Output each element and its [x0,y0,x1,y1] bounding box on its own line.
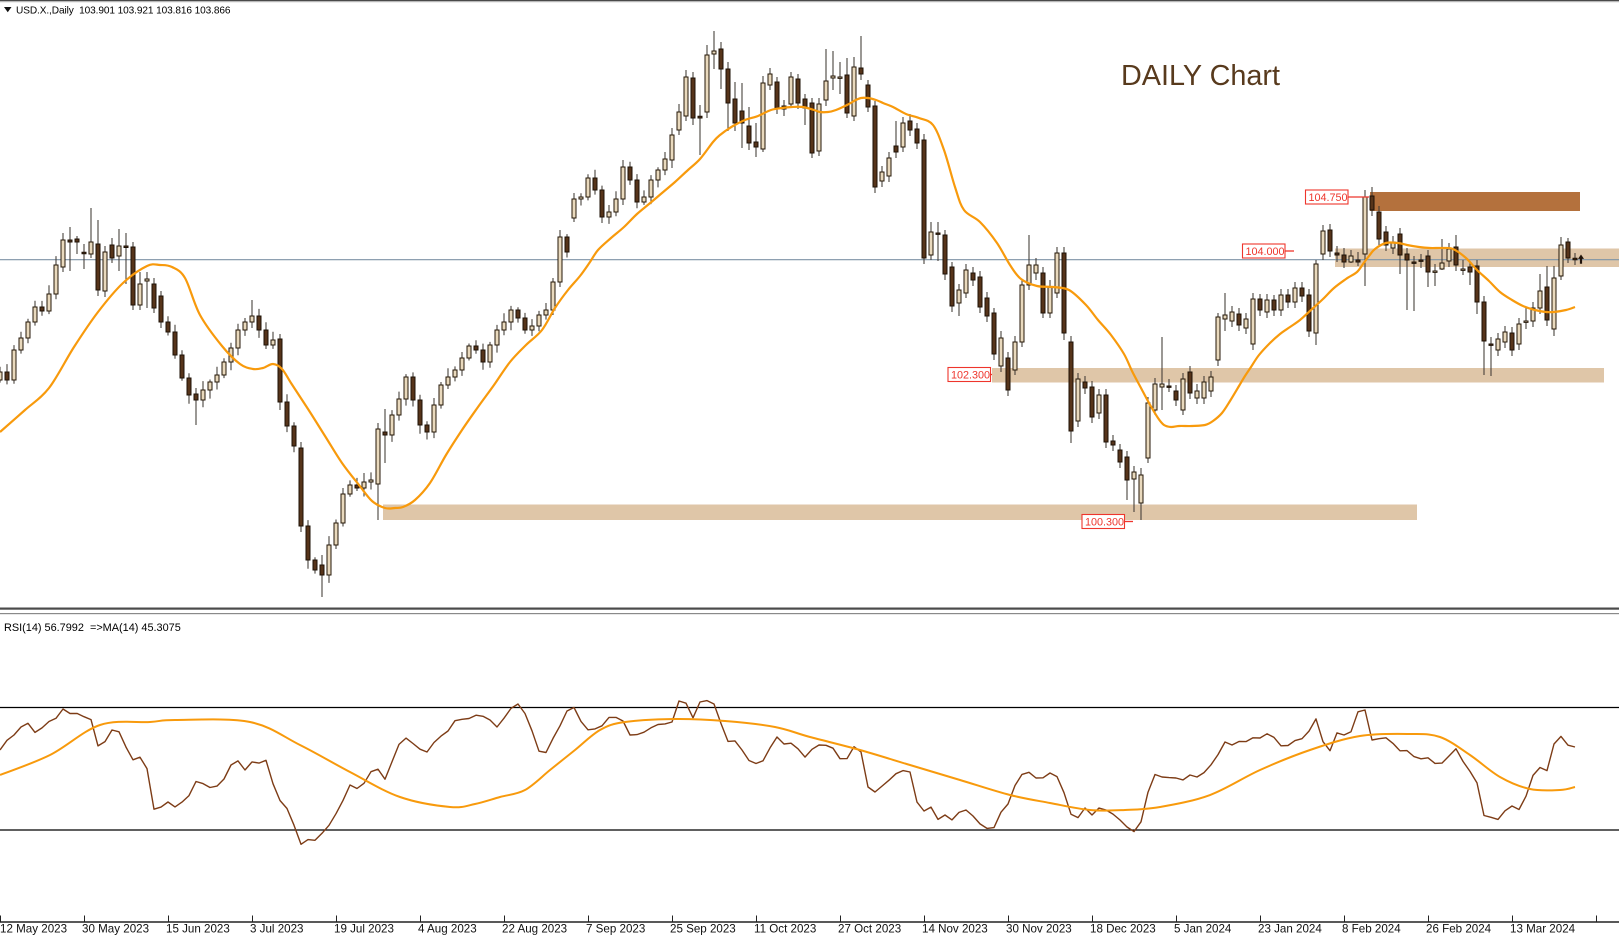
svg-text:11 Oct 2023: 11 Oct 2023 [754,923,816,936]
svg-text:104.750: 104.750 [1309,192,1348,204]
svg-text:25 Sep 2023: 25 Sep 2023 [670,923,736,936]
svg-text:19 Jul 2023: 19 Jul 2023 [334,923,394,936]
svg-text:3 Jul 2023: 3 Jul 2023 [250,923,304,936]
svg-text:104.000: 104.000 [1246,246,1285,258]
svg-text:30 Nov 2023: 30 Nov 2023 [1006,923,1072,936]
svg-text:12 May 2023: 12 May 2023 [0,923,67,936]
svg-text:22 Aug 2023: 22 Aug 2023 [502,923,567,936]
svg-text:13 Mar 2024: 13 Mar 2024 [1510,923,1576,936]
svg-text:14 Nov 2023: 14 Nov 2023 [922,923,988,936]
svg-text:8 Feb 2024: 8 Feb 2024 [1342,923,1401,936]
svg-text:15 Jun 2023: 15 Jun 2023 [166,923,230,936]
svg-text:DAILY Chart: DAILY Chart [1121,60,1280,92]
svg-text:30 May 2023: 30 May 2023 [82,923,149,936]
svg-text:18 Dec 2023: 18 Dec 2023 [1090,923,1156,936]
svg-text:23 Jan 2024: 23 Jan 2024 [1258,923,1322,936]
svg-text:100.300: 100.300 [1085,517,1124,529]
svg-text:102.300: 102.300 [951,370,990,382]
svg-text:RSI(14) 56.7992 =>MA(14) 45.3: RSI(14) 56.7992 =>MA(14) 45.3075 [4,622,181,634]
svg-text:7 Sep 2023: 7 Sep 2023 [586,923,645,936]
svg-text:5 Jan 2024: 5 Jan 2024 [1174,923,1232,936]
svg-text:USD.X.,Daily 103.901 103.921: USD.X.,Daily 103.901 103.921 103.816 103… [16,6,231,17]
svg-text:26 Feb 2024: 26 Feb 2024 [1426,923,1492,936]
svg-text:27 Oct 2023: 27 Oct 2023 [838,923,901,936]
svg-text:4 Aug 2023: 4 Aug 2023 [418,923,477,936]
